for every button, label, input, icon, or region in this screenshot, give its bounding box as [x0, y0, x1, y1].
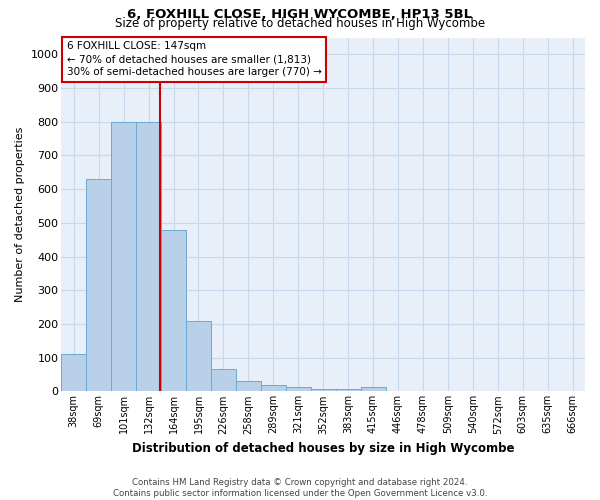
- Bar: [236, 382, 261, 392]
- Bar: [161, 230, 186, 392]
- Text: 6, FOXHILL CLOSE, HIGH WYCOMBE, HP13 5BL: 6, FOXHILL CLOSE, HIGH WYCOMBE, HP13 5BL: [127, 8, 473, 20]
- Bar: [311, 388, 335, 392]
- X-axis label: Distribution of detached houses by size in High Wycombe: Distribution of detached houses by size …: [132, 442, 514, 455]
- Bar: [211, 370, 236, 392]
- Text: 6 FOXHILL CLOSE: 147sqm
← 70% of detached houses are smaller (1,813)
30% of semi: 6 FOXHILL CLOSE: 147sqm ← 70% of detache…: [67, 41, 322, 78]
- Bar: [111, 122, 136, 392]
- Bar: [335, 388, 361, 392]
- Bar: [136, 122, 161, 392]
- Bar: [61, 354, 86, 392]
- Bar: [86, 179, 111, 392]
- Text: Size of property relative to detached houses in High Wycombe: Size of property relative to detached ho…: [115, 18, 485, 30]
- Bar: [361, 388, 386, 392]
- Bar: [286, 388, 311, 392]
- Y-axis label: Number of detached properties: Number of detached properties: [15, 127, 25, 302]
- Bar: [186, 320, 211, 392]
- Bar: [261, 384, 286, 392]
- Text: Contains HM Land Registry data © Crown copyright and database right 2024.
Contai: Contains HM Land Registry data © Crown c…: [113, 478, 487, 498]
